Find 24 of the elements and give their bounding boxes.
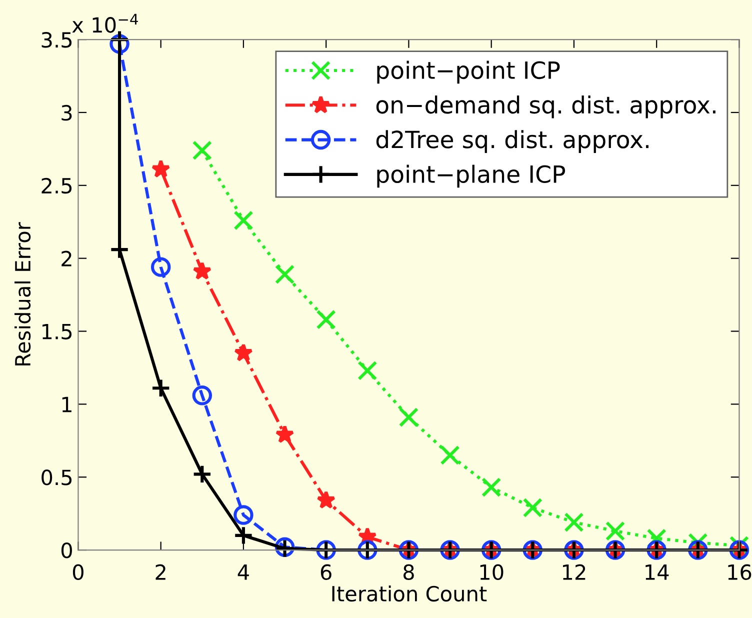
y-tick-label: 1.5	[42, 324, 72, 340]
x-tick-label: 8	[403, 564, 414, 580]
y-tick-label: 3	[62, 104, 72, 121]
y-tick-label: 1	[62, 396, 72, 412]
legend-label: point−point ICP	[377, 60, 560, 84]
x-tick-label: 2	[156, 564, 166, 580]
x-axis-title: Iteration Count	[332, 585, 487, 602]
x-tick-label: 4	[238, 564, 249, 580]
y-tick-label: 0	[61, 542, 72, 558]
y-axis-title: Residual Error	[14, 222, 31, 366]
x-tick-label: 0	[72, 564, 84, 580]
y-tick-label: 3.5	[42, 32, 72, 48]
legend-label: on−demand sq. dist. approx.	[376, 95, 716, 118]
y-tick-label: 2	[62, 250, 72, 266]
legend-label: d2Tree sq. dist. approx.	[376, 130, 648, 153]
legend-label: point−plane ICP	[377, 164, 565, 188]
x-tick-label: 14	[646, 564, 669, 580]
x-tick-label: 12	[562, 564, 586, 580]
text: x 10$^{−4}$	[72, 14, 138, 33]
x-tick-label: 16	[728, 564, 752, 580]
x-tick-label: 6	[320, 564, 332, 580]
y-tick-label: 0.5	[42, 470, 72, 486]
y-tick-label: 2.5	[42, 178, 72, 194]
x-tick-label: 10	[480, 564, 504, 580]
